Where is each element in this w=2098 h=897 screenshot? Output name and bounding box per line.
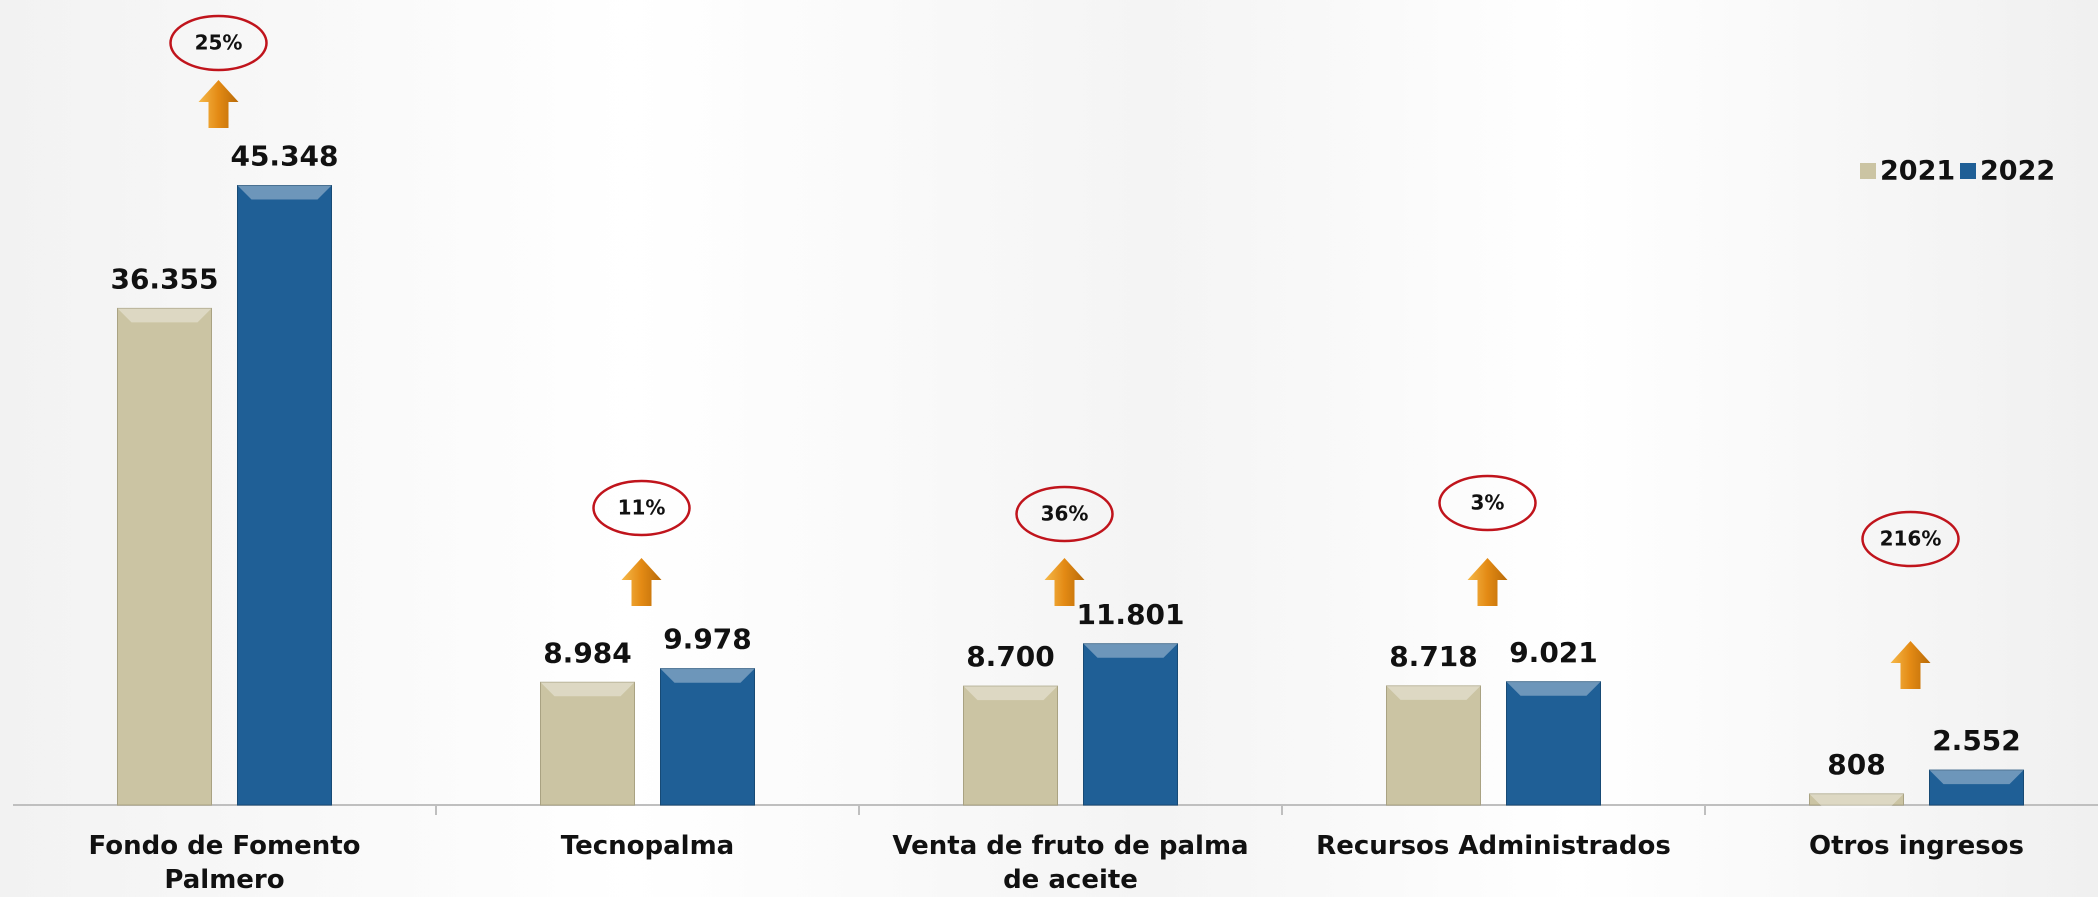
value-label: 9.978 xyxy=(663,623,752,656)
bar xyxy=(540,681,635,806)
bar-bevel xyxy=(540,682,635,697)
bar xyxy=(1929,769,2024,806)
bar-bevel xyxy=(660,668,755,683)
legend-label: 2022 xyxy=(1980,156,2055,187)
bar xyxy=(237,185,332,806)
annotation: 11% xyxy=(618,496,666,520)
x-tick-label: Venta de fruto de palma de aceite xyxy=(892,831,1249,895)
value-label: 8.984 xyxy=(543,636,632,669)
arrow xyxy=(1044,558,1085,606)
value-label: 8.718 xyxy=(1389,640,1478,673)
bar-bevel xyxy=(1083,643,1178,658)
annotation-ellipse xyxy=(169,14,268,72)
bar-bevel xyxy=(1809,793,1904,808)
bar-bevel xyxy=(237,185,332,200)
annotation: 216% xyxy=(1880,527,1942,551)
annotation-ellipse xyxy=(1015,485,1114,543)
x-tick-label: Fondo de Fomento Palmero xyxy=(88,831,361,895)
bar xyxy=(1506,681,1601,806)
value-label: 11.801 xyxy=(1076,598,1184,631)
bar xyxy=(660,668,755,806)
bar xyxy=(963,685,1058,806)
value-label: 36.355 xyxy=(110,262,218,295)
bar-bevel xyxy=(1929,770,2024,785)
annotation: 25% xyxy=(195,31,243,55)
arrow xyxy=(198,80,239,128)
legend-swatch xyxy=(1860,163,1876,179)
value-label: 8.700 xyxy=(966,640,1055,673)
arrow xyxy=(1890,641,1931,689)
legend-swatch xyxy=(1960,163,1976,179)
bar-bevel xyxy=(1506,681,1601,696)
x-tick-label: Tecnopalma xyxy=(560,831,735,861)
bar-bevel xyxy=(117,308,212,323)
x-tick-label: Otros ingresos xyxy=(1808,831,2025,861)
annotation: 3% xyxy=(1471,491,1505,515)
value-label: 2.552 xyxy=(1932,724,2021,757)
legend-label: 2021 xyxy=(1880,156,1955,187)
x-tick-label: Recursos Administrados xyxy=(1316,831,1671,861)
annotation-ellipse xyxy=(1438,474,1537,532)
annotation-ellipse xyxy=(592,479,691,537)
bar-bevel xyxy=(1386,685,1481,700)
bar-bevel xyxy=(963,686,1058,701)
value-label: 45.348 xyxy=(230,140,338,173)
value-label: 808 xyxy=(1827,748,1885,781)
bar xyxy=(117,307,212,806)
annotation-ellipse xyxy=(1861,510,1960,568)
bar xyxy=(1083,643,1178,806)
value-label: 9.021 xyxy=(1509,636,1598,669)
arrow xyxy=(621,558,662,606)
arrow xyxy=(1467,558,1508,606)
annotation: 36% xyxy=(1041,502,1089,526)
bar xyxy=(1386,685,1481,806)
bar xyxy=(1809,793,1904,806)
